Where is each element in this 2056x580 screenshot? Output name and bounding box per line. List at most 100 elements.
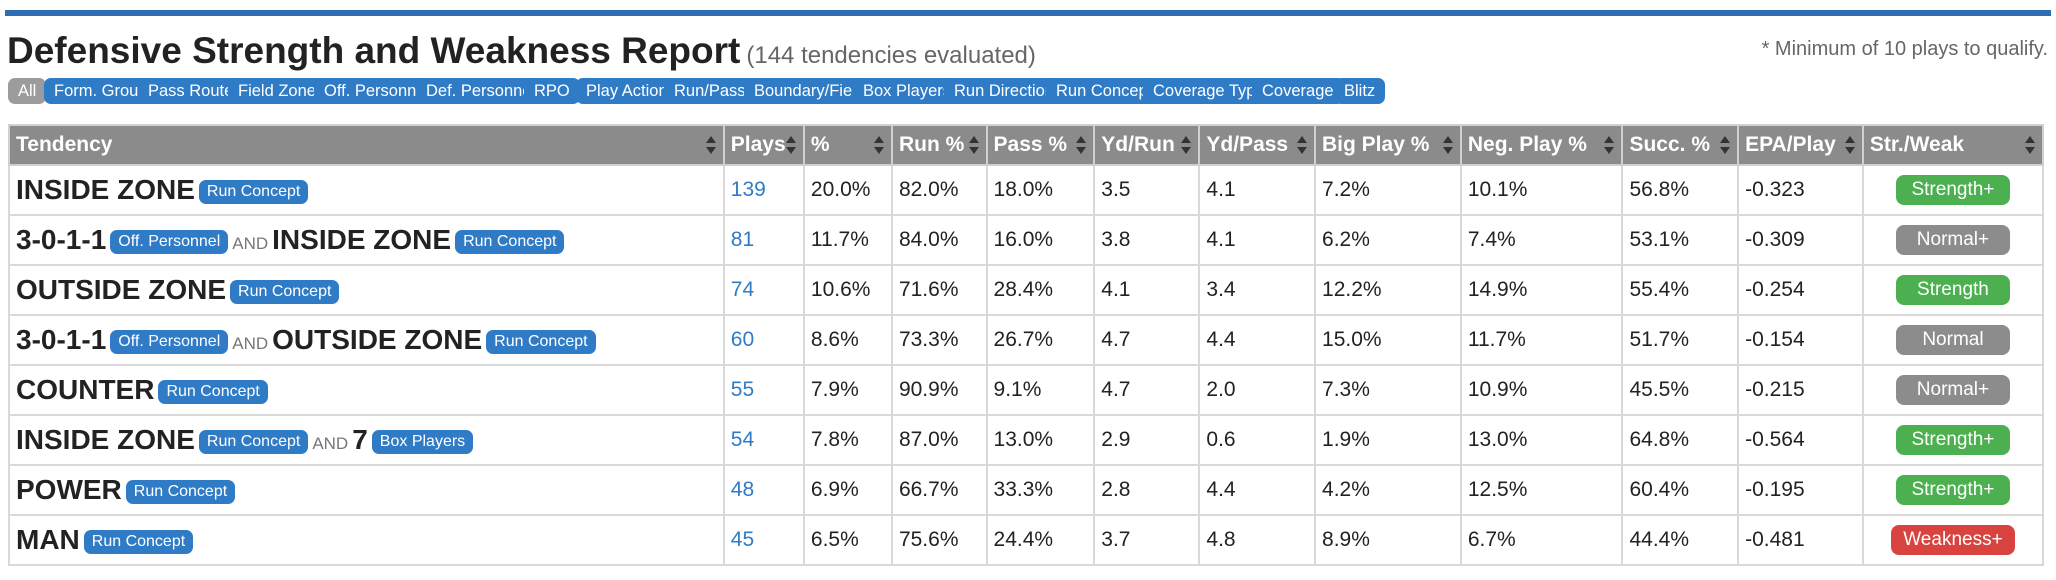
filter-chip-run-concept[interactable]: Run Concept [1046, 78, 1163, 104]
strength-weakness-cell: Weakness+ [1861, 514, 2045, 566]
sort-icon[interactable] [1296, 135, 1308, 155]
filter-chip-run-pass[interactable]: Run/Pass [664, 78, 756, 104]
cell-run: 73.3% [890, 314, 988, 366]
filter-chip-def-personnel[interactable]: Def. Personnel [416, 78, 546, 104]
column-header-pass[interactable]: Pass % [985, 124, 1096, 166]
cell-neg: 7.4% [1459, 214, 1624, 266]
cell-epa: -0.323 [1737, 164, 1864, 216]
tendency-name: 7 [352, 424, 368, 455]
tendency-tag[interactable]: Off. Personnel [110, 330, 229, 354]
plays-link[interactable]: 139 [722, 164, 805, 216]
plays-link[interactable]: 60 [722, 314, 805, 366]
status-badge: Strength+ [1895, 475, 2010, 505]
filter-chip-run-direction[interactable]: Run Direction [944, 78, 1064, 104]
cell-big: 12.2% [1314, 264, 1462, 316]
tendency-tag[interactable]: Run Concept [198, 180, 309, 204]
filter-chip-blitz[interactable]: Blitz [1334, 78, 1386, 104]
filter-chip-coverage[interactable]: Coverage [1252, 78, 1344, 104]
strength-weakness-cell: Strength+ [1861, 164, 2045, 216]
column-header-plays[interactable]: Plays [722, 124, 805, 166]
tendency-tag[interactable]: Run Concept [455, 230, 565, 254]
sort-icon[interactable] [968, 135, 980, 155]
cell-run: 87.0% [890, 414, 988, 466]
tendency-tag[interactable]: Off. Personnel [110, 230, 229, 254]
tendency-cell: 3-0-1-1 Off. Personnel AND OUTSIDE ZONE Run … [8, 314, 725, 366]
cell-succ: 44.4% [1621, 514, 1740, 566]
tendency-cell: MAN Run Concept [8, 514, 725, 566]
column-header-succ[interactable]: Succ. % [1621, 124, 1740, 166]
table-row: INSIDE ZONE Run Concept 139 20.0% 82.0% 18.0%… [8, 164, 2045, 216]
filter-chip-field-zone[interactable]: Field Zone [228, 78, 326, 104]
status-badge: Normal [1895, 325, 2010, 355]
tendency-tag[interactable]: Run Concept [158, 380, 268, 404]
filter-chip-all[interactable]: All [8, 78, 47, 104]
sort-icon[interactable] [785, 135, 797, 155]
cell-pct: 7.9% [802, 364, 893, 416]
plays-link[interactable]: 45 [722, 514, 805, 566]
sort-icon[interactable] [705, 135, 717, 155]
and-connector: AND [232, 234, 269, 253]
plays-link[interactable]: 48 [722, 464, 805, 516]
column-header-str-weak[interactable]: Str./Weak [1861, 124, 2045, 166]
cell-big: 15.0% [1314, 314, 1462, 366]
sort-icon[interactable] [2024, 135, 2036, 155]
sort-icon[interactable] [1442, 135, 1454, 155]
filter-chip-pass-route[interactable]: Pass Route [138, 78, 244, 104]
cell-succ: 55.4% [1621, 264, 1740, 316]
page-title: Defensive Strength and Weakness Report (1… [7, 30, 1036, 72]
column-header-yd-run[interactable]: Yd/Run [1093, 124, 1201, 166]
cell-pct: 7.8% [802, 414, 893, 466]
cell-neg: 10.1% [1459, 164, 1624, 216]
plays-link[interactable]: 55 [722, 364, 805, 416]
cell-big: 1.9% [1314, 414, 1462, 466]
sort-icon[interactable] [1719, 135, 1731, 155]
cell-ydrun: 4.7 [1093, 314, 1201, 366]
table-row: INSIDE ZONE Run Concept AND 7 Box Players 54 7… [8, 414, 2045, 466]
tendency-tag[interactable]: Run Concept [125, 480, 236, 504]
plays-link[interactable]: 74 [722, 264, 805, 316]
cell-pass: 26.7% [985, 314, 1096, 366]
plays-link[interactable]: 81 [722, 214, 805, 266]
filter-chip-rpo[interactable]: RPO [524, 78, 580, 104]
column-header-label: Big Play % [1322, 133, 1430, 156]
plays-link[interactable]: 54 [722, 414, 805, 466]
status-badge: Normal+ [1895, 225, 2010, 255]
table-row: COUNTER Run Concept 55 7.9% 90.9% 9.1% 4.7 2.0 7… [8, 364, 2045, 416]
column-header-epa-play[interactable]: EPA/Play [1737, 124, 1864, 166]
sort-icon[interactable] [873, 135, 885, 155]
column-header-tendency[interactable]: Tendency [8, 124, 725, 166]
tendency-cell: OUTSIDE ZONE Run Concept [8, 264, 725, 316]
cell-ydpass: 4.1 [1198, 214, 1317, 266]
sort-icon[interactable] [1075, 135, 1087, 155]
strength-weakness-cell: Strength+ [1861, 414, 2045, 466]
column-header-run[interactable]: Run % [890, 124, 988, 166]
cell-pass: 28.4% [985, 264, 1096, 316]
cell-pct: 10.6% [802, 264, 893, 316]
column-header-yd-pass[interactable]: Yd/Pass [1198, 124, 1317, 166]
column-header-neg-play[interactable]: Neg. Play % [1459, 124, 1624, 166]
cell-succ: 51.7% [1621, 314, 1740, 366]
sort-icon[interactable] [1603, 135, 1615, 155]
cell-ydrun: 3.5 [1093, 164, 1201, 216]
filter-chip-box-players[interactable]: Box Players [853, 78, 962, 104]
tendency-cell: INSIDE ZONE Run Concept [8, 164, 725, 216]
tendency-tag[interactable]: Run Concept [230, 280, 340, 304]
sort-icon[interactable] [1844, 135, 1856, 155]
filter-chip-play-action[interactable]: Play Action [576, 78, 678, 104]
tendency-tag[interactable]: Run Concept [198, 430, 309, 454]
report-header: Defensive Strength and Weakness Report (1… [0, 16, 2056, 72]
column-header-big-play[interactable]: Big Play % [1314, 124, 1462, 166]
sort-icon[interactable] [1180, 135, 1192, 155]
tendency-tag[interactable]: Run Concept [486, 330, 596, 354]
column-header-label: Neg. Play % [1467, 133, 1587, 156]
column-header-[interactable]: % [802, 124, 893, 166]
tendency-tag[interactable]: Box Players [371, 430, 474, 454]
cell-pass: 13.0% [985, 414, 1096, 466]
cell-neg: 11.7% [1459, 314, 1624, 366]
tendency-name: 3-0-1-1 [16, 224, 107, 255]
cell-big: 8.9% [1314, 514, 1462, 566]
tendency-tag[interactable]: Run Concept [83, 530, 194, 554]
table-row: 3-0-1-1 Off. Personnel AND INSIDE ZONE Run C… [8, 214, 2045, 266]
cell-ydrun: 3.8 [1093, 214, 1201, 266]
column-header-label: Yd/Pass [1206, 133, 1289, 156]
